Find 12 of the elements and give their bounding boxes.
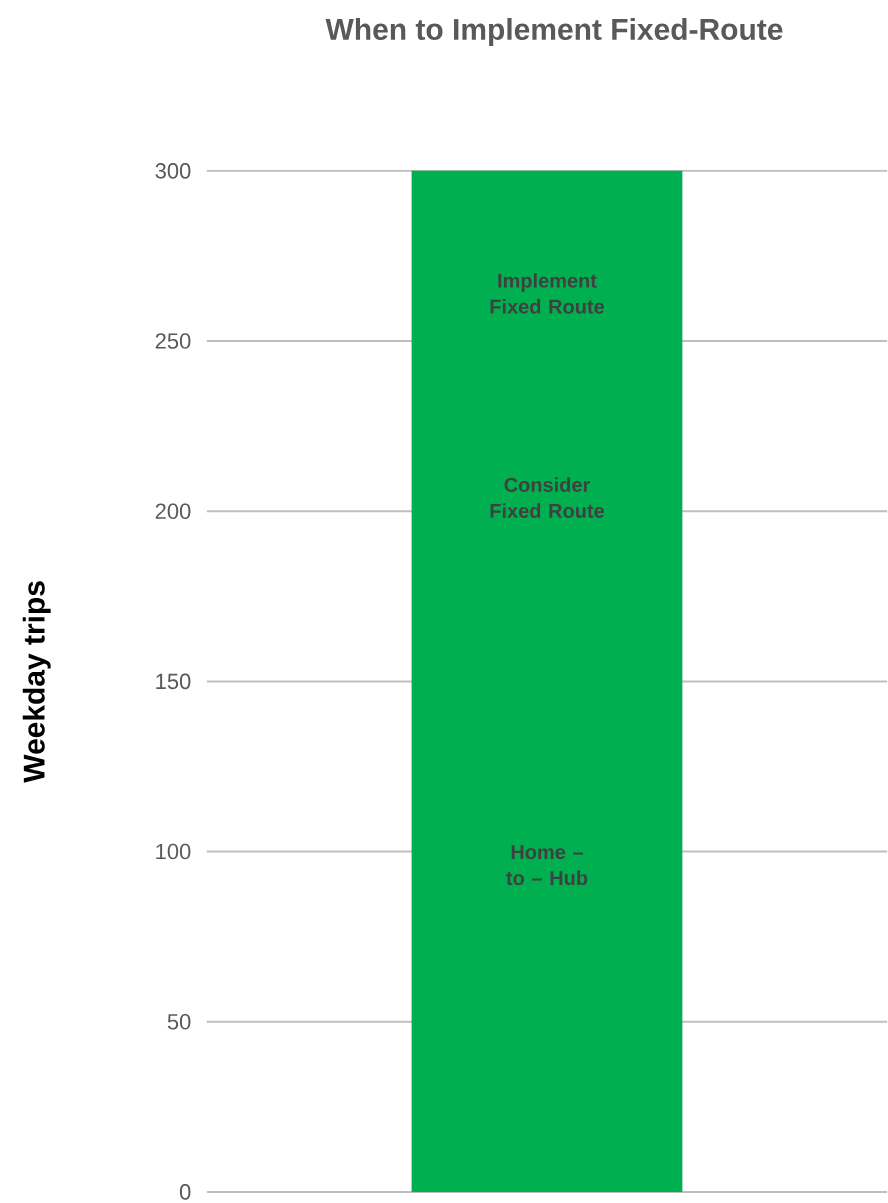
y-axis-title: Weekday trips bbox=[22, 581, 51, 783]
chart-title: When to Implement Fixed-Route bbox=[325, 18, 783, 46]
y-tick-label: 250 bbox=[155, 333, 191, 349]
y-tick-label: 100 bbox=[156, 843, 191, 860]
y-tick-label: 150 bbox=[156, 673, 191, 690]
y-tick-label: 200 bbox=[155, 503, 191, 519]
y-tick-label: 50 bbox=[167, 1013, 191, 1030]
annotation: Home – to – Hub bbox=[506, 845, 588, 886]
y-tick-label: 300 bbox=[155, 163, 191, 179]
annotation: Implement Fixed Route bbox=[490, 273, 604, 314]
y-tick-label: 0 bbox=[179, 1184, 191, 1200]
annotation: Consider Fixed Route bbox=[490, 477, 604, 518]
